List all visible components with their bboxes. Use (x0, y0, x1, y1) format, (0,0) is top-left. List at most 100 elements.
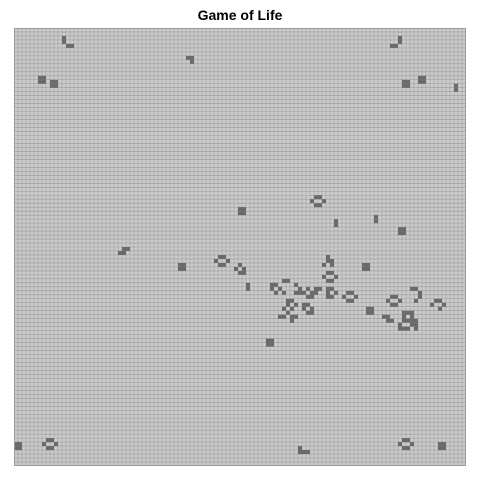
alive-cell[interactable] (318, 286, 322, 291)
alive-cell[interactable] (330, 286, 334, 291)
alive-cell[interactable] (278, 314, 282, 319)
alive-cell[interactable] (326, 258, 330, 263)
alive-cell[interactable] (442, 302, 446, 307)
alive-cell[interactable] (310, 290, 314, 295)
alive-cell[interactable] (402, 326, 406, 331)
alive-cell[interactable] (406, 438, 410, 443)
alive-cell[interactable] (50, 446, 54, 451)
alive-cell[interactable] (126, 247, 130, 251)
alive-cell[interactable] (270, 342, 274, 347)
alive-cell[interactable] (410, 286, 414, 291)
alive-cell[interactable] (38, 75, 42, 80)
alive-cell[interactable] (438, 446, 442, 451)
alive-cell[interactable] (366, 310, 370, 315)
alive-cell[interactable] (410, 322, 414, 327)
alive-cell[interactable] (306, 450, 310, 455)
alive-cell[interactable] (410, 310, 414, 315)
alive-cell[interactable] (18, 446, 22, 451)
alive-cell[interactable] (394, 294, 398, 299)
alive-cell[interactable] (314, 203, 318, 208)
alive-cell[interactable] (218, 254, 222, 259)
alive-cell[interactable] (390, 294, 394, 299)
alive-cell[interactable] (270, 282, 274, 287)
alive-cell[interactable] (402, 446, 406, 451)
alive-cell[interactable] (178, 262, 182, 267)
alive-cell[interactable] (238, 207, 242, 212)
alive-cell[interactable] (274, 282, 278, 287)
alive-cell[interactable] (398, 442, 402, 447)
alive-cell[interactable] (418, 75, 422, 80)
alive-cell[interactable] (14, 442, 18, 447)
alive-cell[interactable] (402, 231, 406, 236)
alive-cells[interactable] (14, 35, 458, 455)
alive-cell[interactable] (326, 270, 330, 275)
alive-cell[interactable] (50, 83, 54, 88)
alive-cell[interactable] (454, 87, 458, 92)
alive-cell[interactable] (406, 446, 410, 451)
alive-cell[interactable] (346, 290, 350, 295)
alive-cell[interactable] (46, 446, 50, 451)
alive-cell[interactable] (314, 286, 318, 291)
alive-cell[interactable] (402, 310, 406, 315)
alive-cell[interactable] (302, 290, 306, 295)
alive-cell[interactable] (406, 83, 410, 88)
alive-cell[interactable] (334, 219, 338, 224)
alive-cell[interactable] (402, 83, 406, 88)
alive-cell[interactable] (398, 231, 402, 236)
alive-cell[interactable] (402, 318, 406, 323)
alive-cell[interactable] (282, 278, 286, 283)
alive-cell[interactable] (294, 290, 298, 295)
alive-cell[interactable] (414, 318, 418, 323)
alive-cell[interactable] (234, 266, 238, 271)
alive-cell[interactable] (290, 298, 294, 303)
alive-cell[interactable] (442, 446, 446, 451)
alive-cell[interactable] (402, 438, 406, 443)
alive-cell[interactable] (310, 294, 314, 299)
alive-cell[interactable] (330, 294, 334, 299)
alive-cell[interactable] (398, 39, 402, 44)
alive-cell[interactable] (306, 294, 310, 299)
alive-cell[interactable] (290, 314, 294, 319)
alive-cell[interactable] (282, 314, 286, 319)
alive-cell[interactable] (186, 55, 190, 60)
alive-cell[interactable] (306, 302, 310, 307)
alive-cell[interactable] (442, 442, 446, 447)
alive-cell[interactable] (322, 262, 326, 267)
alive-cell[interactable] (70, 43, 74, 48)
alive-cell[interactable] (298, 286, 302, 291)
alive-cell[interactable] (242, 207, 246, 212)
alive-cell[interactable] (50, 438, 54, 443)
alive-cell[interactable] (402, 79, 406, 84)
alive-cell[interactable] (398, 326, 402, 331)
alive-cell[interactable] (334, 290, 338, 295)
alive-cell[interactable] (310, 306, 314, 311)
alive-cell[interactable] (398, 227, 402, 232)
alive-cell[interactable] (362, 266, 366, 271)
alive-cell[interactable] (362, 262, 366, 267)
game-board[interactable] (14, 28, 466, 466)
alive-cell[interactable] (350, 298, 354, 303)
alive-cell[interactable] (326, 294, 330, 299)
alive-cell[interactable] (310, 310, 314, 315)
alive-cell[interactable] (374, 215, 378, 220)
alive-cell[interactable] (214, 258, 218, 263)
alive-cell[interactable] (390, 302, 394, 307)
alive-cell[interactable] (398, 322, 402, 327)
alive-cell[interactable] (422, 75, 426, 80)
alive-cell[interactable] (298, 450, 302, 455)
alive-cell[interactable] (274, 290, 278, 295)
game-board-canvas[interactable] (14, 28, 466, 466)
alive-cell[interactable] (298, 290, 302, 295)
alive-cell[interactable] (190, 55, 194, 60)
alive-cell[interactable] (318, 203, 322, 208)
alive-cell[interactable] (222, 262, 226, 267)
alive-cell[interactable] (282, 306, 286, 311)
alive-cell[interactable] (414, 298, 418, 303)
alive-cell[interactable] (398, 298, 402, 303)
alive-cell[interactable] (54, 442, 58, 447)
alive-cell[interactable] (122, 250, 126, 255)
alive-cell[interactable] (286, 310, 290, 315)
alive-cell[interactable] (270, 338, 274, 343)
alive-cell[interactable] (322, 274, 326, 279)
alive-cell[interactable] (410, 442, 414, 447)
